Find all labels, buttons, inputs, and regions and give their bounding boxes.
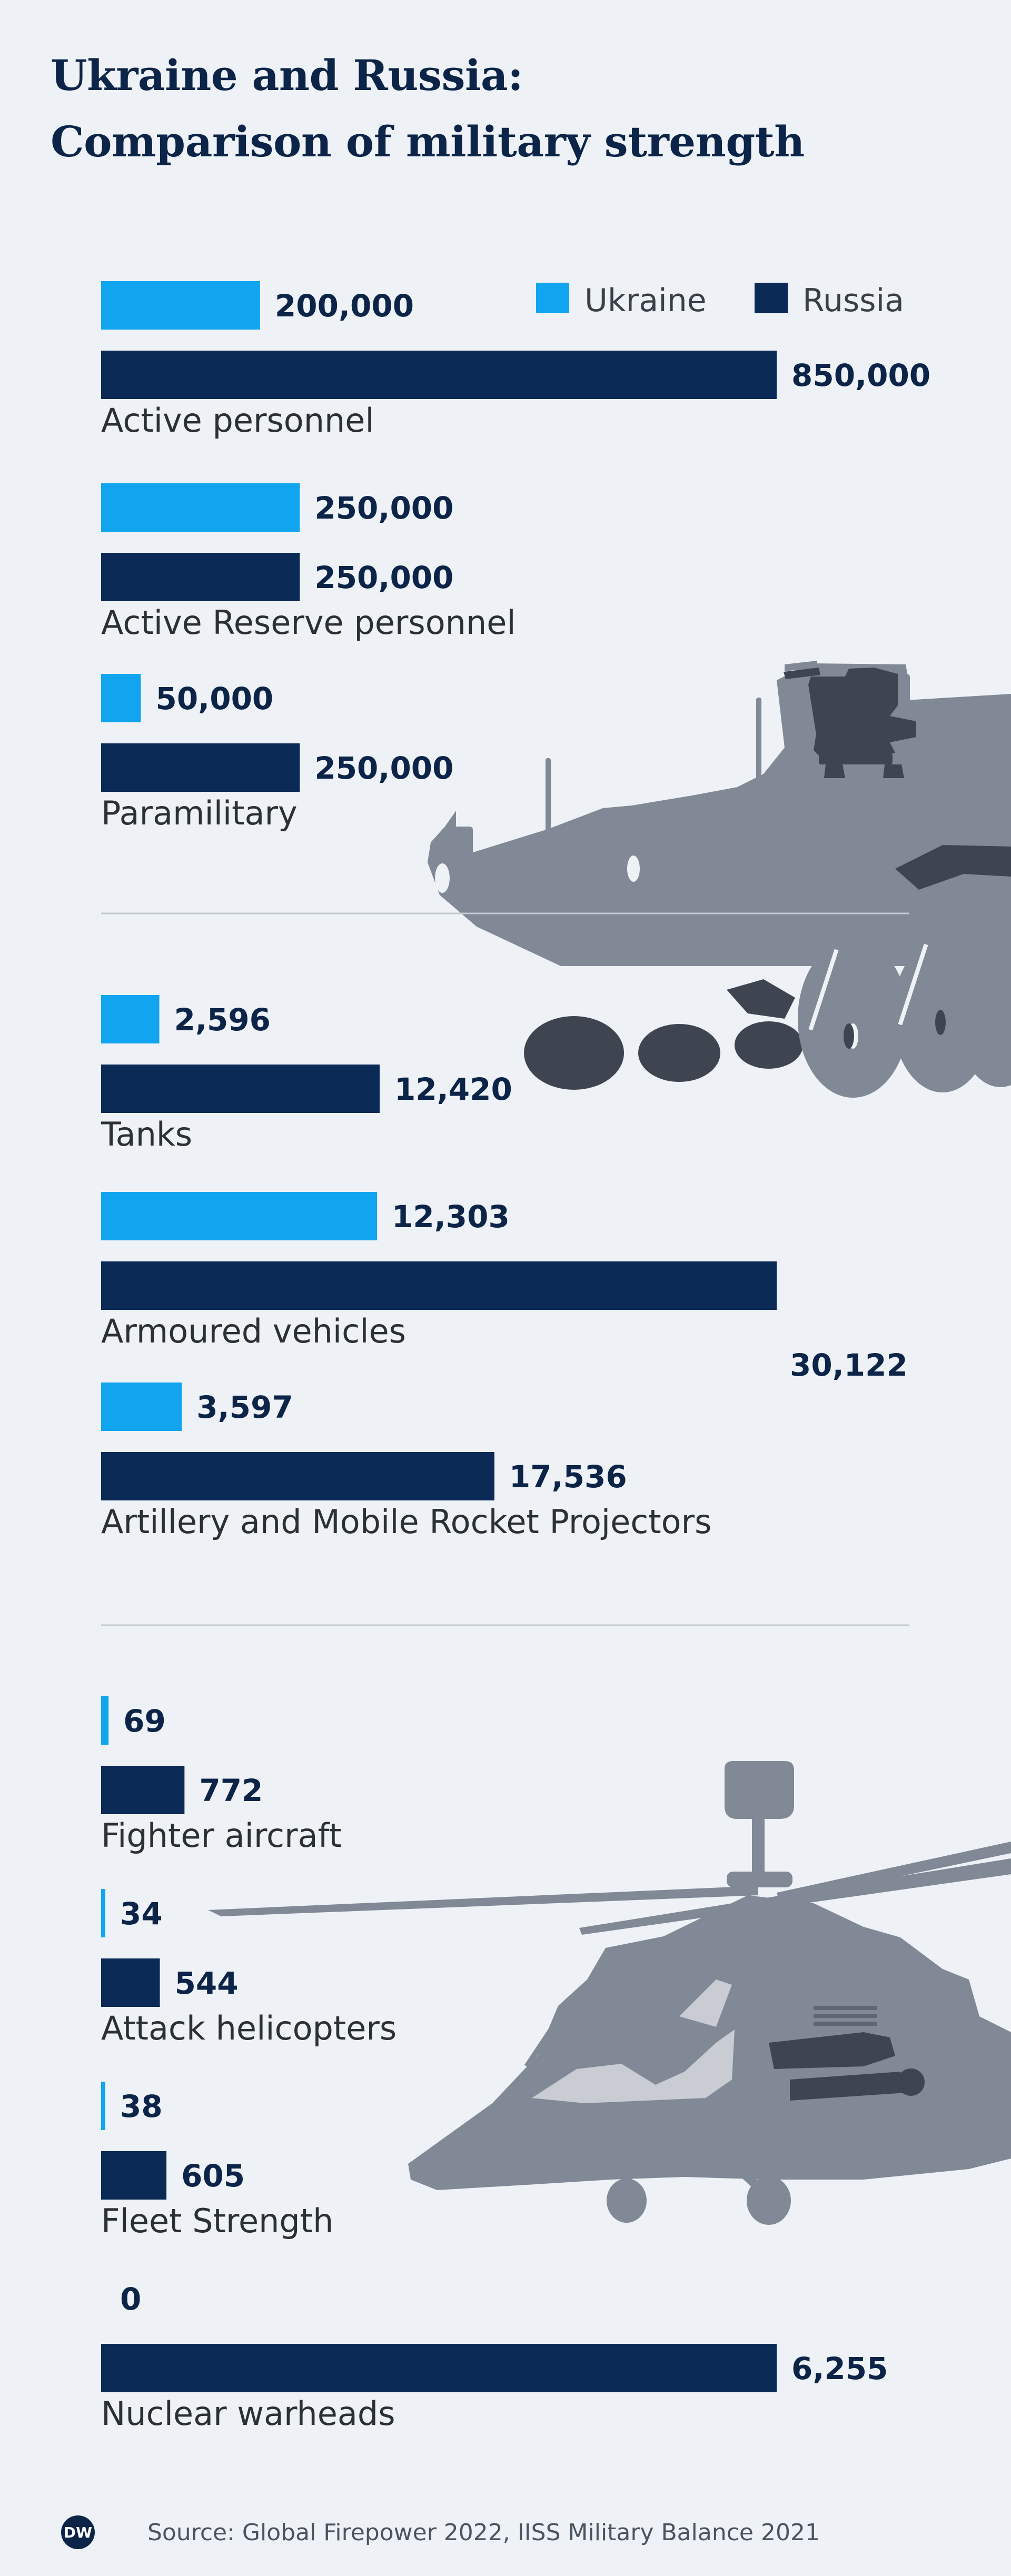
bar-value-label-ukraine: 34	[120, 1896, 163, 1932]
bar-value-label-russia: 250,000	[314, 750, 453, 786]
category-label: Tanks	[101, 1115, 192, 1153]
category-label: Active Reserve personnel	[101, 603, 516, 642]
bar-russia	[101, 1261, 777, 1310]
footer: DW Source: Global Firepower 2022, IISS M…	[51, 2506, 820, 2559]
dw-logo-text: DW	[64, 2524, 92, 2541]
bar-russia	[101, 2151, 167, 2200]
category-label: Nuclear warheads	[101, 2394, 395, 2433]
legend-item-russia: Russia	[755, 282, 904, 319]
bar-russia	[101, 2344, 777, 2392]
bar-value-label-ukraine: 2,596	[174, 1002, 271, 1038]
bar-value-label-russia: 544	[175, 1965, 239, 2001]
source-note: Source: Global Firepower 2022, IISS Mili…	[147, 2519, 820, 2546]
page-title: Ukraine and Russia: Comparison of milita…	[51, 42, 805, 175]
legend-item-ukraine: Ukraine	[536, 282, 707, 319]
bar-ukraine	[101, 2082, 105, 2130]
bar-russia	[101, 553, 300, 601]
page-title-line-2: Comparison of military strength	[51, 117, 805, 166]
category-label: Fighter aircraft	[101, 1816, 342, 1855]
bar-value-label-ukraine: 38	[120, 2088, 163, 2124]
bar-value-label-russia: 12,420	[394, 1071, 512, 1107]
bar-value-label-russia: 30,122	[790, 1347, 908, 1383]
bars: 200,000 850,000 Active personnel 250,000 250…	[101, 281, 930, 2433]
bar-ukraine	[101, 995, 160, 1043]
legend-label-russia: Russia	[802, 282, 904, 319]
armoured-vehicle-icon	[428, 661, 1011, 966]
legend-swatch-ukraine	[536, 283, 569, 313]
armoured-vehicle-turret-icon	[524, 668, 1011, 1090]
bar-value-label-russia: 772	[199, 1773, 263, 1808]
bar-ukraine	[101, 281, 260, 330]
bar-russia	[101, 743, 300, 792]
bar-value-label-ukraine: 12,303	[392, 1199, 510, 1235]
page-title-line-1: Ukraine and Russia:	[51, 51, 523, 100]
bar-ukraine	[101, 1696, 109, 1745]
bar-value-label-russia: 850,000	[791, 357, 930, 393]
legend: Ukraine Russia	[536, 282, 904, 319]
category-label: Paramilitary	[101, 794, 298, 832]
bar-russia	[101, 1766, 185, 1814]
bar-value-label-ukraine: 0	[120, 2281, 141, 2317]
bar-value-label-russia: 605	[181, 2158, 245, 2194]
bar-value-label-russia: 17,536	[509, 1459, 627, 1495]
bar-value-label-russia: 6,255	[791, 2351, 888, 2386]
legend-label-ukraine: Ukraine	[584, 282, 707, 319]
dw-logo-icon: DW	[61, 2515, 95, 2549]
bar-value-label-ukraine: 3,597	[196, 1389, 293, 1425]
bar-value-label-ukraine: 200,000	[275, 288, 414, 324]
category-label: Fleet Strength	[101, 2202, 333, 2240]
category-label: Attack helicopters	[101, 2009, 397, 2047]
bar-value-label-russia: 250,000	[314, 560, 453, 595]
bar-value-label-ukraine: 69	[123, 1703, 166, 1739]
category-label: Armoured vehicles	[101, 1312, 406, 1350]
bar-ukraine	[101, 483, 300, 532]
bar-value-label-ukraine: 50,000	[155, 681, 273, 717]
bar-ukraine	[101, 1889, 105, 1937]
bar-ukraine	[101, 674, 141, 722]
bar-russia	[101, 1452, 494, 1500]
bar-value-label-ukraine: 250,000	[314, 490, 453, 526]
bar-russia	[101, 351, 777, 399]
bar-ukraine	[101, 1192, 378, 1240]
category-label: Active personnel	[101, 401, 374, 440]
bar-russia	[101, 1065, 380, 1113]
bar-russia	[101, 1958, 160, 2007]
bar-ukraine	[101, 1383, 182, 1431]
attack-helicopter-icon	[208, 1761, 1011, 2225]
legend-swatch-russia	[755, 283, 788, 313]
category-label: Artillery and Mobile Rocket Projectors	[101, 1503, 711, 1541]
